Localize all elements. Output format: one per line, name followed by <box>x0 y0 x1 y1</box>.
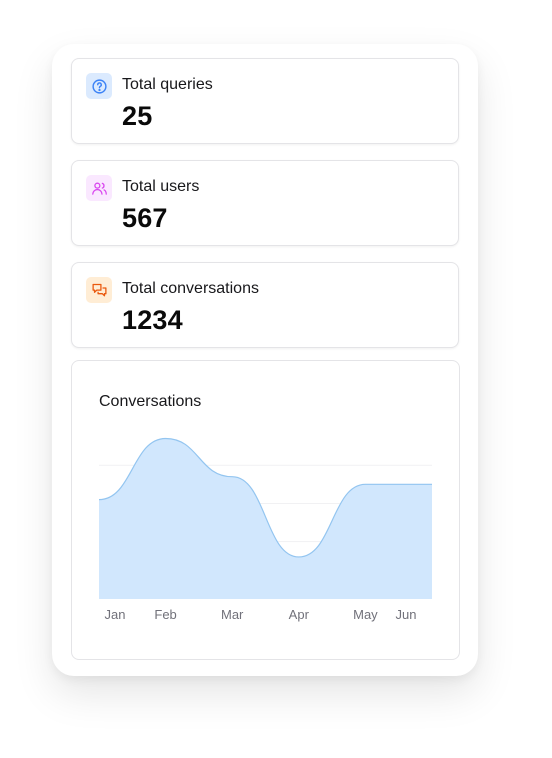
conversations-chart-card: Conversations Jan Feb Mar Apr May Jun <box>71 360 460 660</box>
chat-bubbles-icon <box>86 277 112 303</box>
area-fill <box>99 438 432 599</box>
conversations-area-chart: Jan Feb Mar Apr May Jun <box>98 437 432 622</box>
x-tick-label: Mar <box>221 607 244 622</box>
chart-title: Conversations <box>99 393 202 410</box>
stat-card-total-queries: Total queries 25 <box>71 58 459 144</box>
x-tick-label: May <box>353 607 378 622</box>
stat-value: 567 <box>122 203 168 233</box>
series-line <box>98 437 432 558</box>
x-tick-label: Apr <box>289 607 310 622</box>
dashboard-panel: Total queries 25 Total users 567 Total c… <box>52 44 478 676</box>
question-circle-icon <box>86 73 112 99</box>
x-tick-label: Jun <box>396 607 417 622</box>
stat-label: Total queries <box>122 76 213 93</box>
x-tick-label: Jan <box>105 607 126 622</box>
stat-card-total-users: Total users 567 <box>71 160 459 246</box>
stat-value: 1234 <box>122 305 183 335</box>
stat-card-total-conversations: Total conversations 1234 <box>71 262 459 348</box>
stat-value: 25 <box>122 101 153 131</box>
stat-label: Total conversations <box>122 280 259 297</box>
x-tick-label: Feb <box>154 607 176 622</box>
stat-label: Total users <box>122 178 200 195</box>
users-icon <box>86 175 112 201</box>
